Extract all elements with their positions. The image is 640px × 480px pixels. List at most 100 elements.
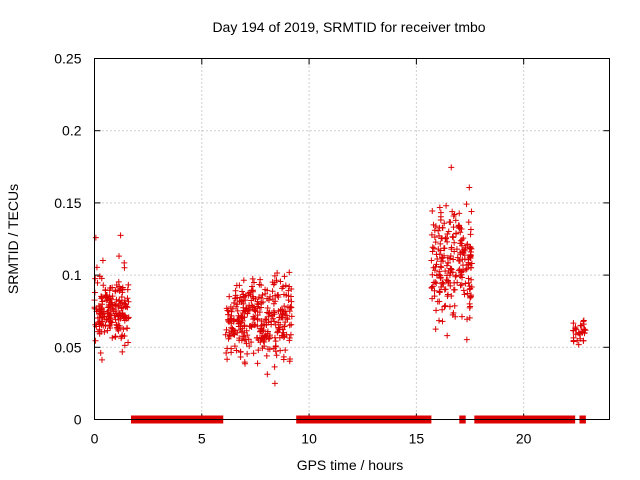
data-point bbox=[451, 279, 458, 286]
data-point bbox=[112, 333, 119, 340]
data-point bbox=[250, 350, 257, 357]
data-point bbox=[125, 315, 132, 322]
data-point bbox=[104, 327, 111, 334]
data-point bbox=[282, 347, 289, 354]
data-point bbox=[448, 164, 455, 171]
data-point bbox=[105, 304, 112, 311]
data-point bbox=[288, 298, 295, 305]
data-point bbox=[439, 224, 446, 231]
data-point bbox=[439, 254, 446, 261]
data-point bbox=[464, 241, 471, 248]
data-point bbox=[239, 288, 246, 295]
data-point bbox=[255, 294, 262, 301]
data-point bbox=[455, 257, 462, 264]
x-tick-label: 0 bbox=[91, 431, 99, 447]
data-point bbox=[441, 245, 448, 252]
data-point bbox=[580, 337, 587, 344]
data-point bbox=[271, 309, 278, 316]
data-point bbox=[98, 314, 105, 321]
data-point bbox=[288, 313, 295, 320]
data-point bbox=[248, 323, 255, 330]
data-point bbox=[464, 290, 471, 297]
data-point bbox=[100, 282, 107, 289]
data-point bbox=[113, 296, 120, 303]
data-point bbox=[275, 291, 282, 298]
data-point bbox=[436, 251, 443, 258]
data-point bbox=[448, 292, 455, 299]
data-point bbox=[280, 353, 287, 360]
data-point bbox=[263, 352, 270, 359]
data-point bbox=[437, 247, 444, 254]
data-point bbox=[109, 334, 116, 341]
data-point bbox=[467, 294, 474, 301]
data-point bbox=[254, 300, 261, 307]
data-point bbox=[429, 271, 436, 278]
data-point bbox=[461, 291, 468, 298]
data-point bbox=[102, 286, 109, 293]
data-point bbox=[92, 275, 99, 282]
data-point bbox=[430, 245, 437, 252]
data-point bbox=[96, 318, 103, 325]
data-point bbox=[438, 264, 445, 271]
data-point bbox=[118, 333, 125, 340]
data-point bbox=[580, 318, 587, 325]
data-point bbox=[468, 283, 475, 290]
data-point bbox=[223, 326, 230, 333]
data-point bbox=[237, 294, 244, 301]
data-point bbox=[257, 339, 264, 346]
data-point bbox=[107, 285, 114, 292]
data-point bbox=[268, 321, 275, 328]
data-point bbox=[274, 328, 281, 335]
data-point bbox=[125, 281, 132, 288]
data-point bbox=[236, 337, 243, 344]
y-tick-label: 0.15 bbox=[54, 195, 81, 211]
data-point bbox=[224, 345, 231, 352]
data-point bbox=[445, 260, 452, 267]
data-point bbox=[465, 256, 472, 263]
data-point bbox=[107, 295, 114, 302]
data-point bbox=[458, 313, 465, 320]
data-point bbox=[286, 322, 293, 329]
data-point bbox=[242, 297, 249, 304]
data-point bbox=[466, 184, 473, 191]
data-point bbox=[448, 246, 455, 253]
data-point bbox=[271, 380, 278, 387]
data-point bbox=[106, 301, 113, 308]
data-point bbox=[113, 321, 120, 328]
data-point bbox=[226, 329, 233, 336]
data-point bbox=[278, 332, 285, 339]
chart-title: Day 194 of 2019, SRMTID for receiver tmb… bbox=[212, 19, 485, 35]
data-point bbox=[119, 348, 126, 355]
data-point bbox=[450, 224, 457, 231]
data-point bbox=[459, 274, 466, 281]
data-point bbox=[444, 291, 451, 298]
data-point bbox=[575, 330, 582, 337]
data-point bbox=[438, 258, 445, 265]
data-point bbox=[115, 278, 122, 285]
data-point bbox=[430, 221, 437, 228]
grid-lines bbox=[94, 58, 610, 420]
data-point bbox=[260, 326, 267, 333]
data-point bbox=[107, 318, 114, 325]
data-point bbox=[254, 312, 261, 319]
data-point bbox=[125, 339, 132, 346]
data-point bbox=[450, 234, 457, 241]
data-point bbox=[115, 312, 122, 319]
data-point bbox=[274, 329, 281, 336]
data-point bbox=[434, 256, 441, 263]
data-point bbox=[439, 279, 446, 286]
data-point bbox=[458, 281, 465, 288]
data-point bbox=[266, 346, 273, 353]
data-point bbox=[124, 295, 131, 302]
data-point bbox=[575, 341, 582, 348]
data-point bbox=[258, 317, 265, 324]
data-point bbox=[125, 314, 132, 321]
data-point bbox=[271, 363, 278, 370]
data-point bbox=[465, 275, 472, 282]
data-point bbox=[273, 352, 280, 359]
data-point bbox=[443, 276, 450, 283]
data-point bbox=[440, 280, 447, 287]
data-point bbox=[570, 327, 577, 334]
data-point bbox=[458, 271, 465, 278]
